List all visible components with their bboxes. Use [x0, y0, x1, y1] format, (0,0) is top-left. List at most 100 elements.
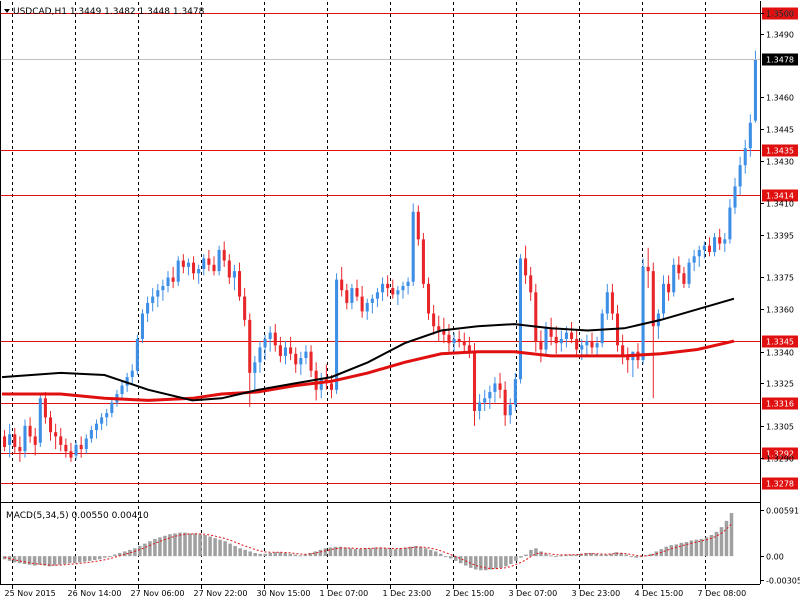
macd-bar	[383, 548, 388, 557]
candle-body	[294, 353, 298, 365]
candle-body	[554, 336, 558, 344]
triangle-down-icon[interactable]	[4, 9, 10, 13]
macd-bar	[263, 553, 267, 557]
level-label: 1.3345	[766, 338, 794, 347]
macd-bar	[494, 556, 498, 569]
macd-bar	[27, 556, 32, 565]
candle-body	[539, 341, 543, 350]
candle-body	[329, 383, 334, 390]
macd-bar	[22, 556, 27, 564]
macd-bar	[52, 556, 57, 566]
price-tick-label: 1.3305	[766, 423, 794, 432]
candle-body	[140, 313, 145, 339]
bid-label: 1.3478	[766, 56, 794, 65]
macd-bar	[313, 551, 318, 557]
macd-bar	[594, 553, 598, 557]
macd-bar	[62, 556, 67, 564]
level-label-bg	[762, 144, 798, 157]
candle-body	[38, 398, 42, 443]
macd-bar	[554, 556, 558, 558]
candle-body	[120, 385, 124, 395]
macd-bar	[373, 547, 378, 557]
macd-bar	[293, 554, 298, 557]
candle-body	[146, 302, 150, 314]
candle-body	[23, 425, 27, 452]
candle-body	[641, 266, 645, 361]
level-label-bg	[762, 189, 798, 202]
macd-bar	[609, 553, 613, 557]
macd-tick-label: 0.00591	[766, 507, 799, 516]
candle-body	[370, 298, 374, 303]
candle-body	[733, 186, 737, 208]
macd-bar	[539, 551, 543, 557]
macd-bar	[664, 546, 669, 557]
macd-bar	[423, 548, 428, 557]
candle-body	[28, 425, 32, 437]
candle-body	[707, 245, 712, 253]
ma-fast-line	[1, 297, 735, 402]
candle-body	[697, 249, 701, 257]
candle-body	[396, 290, 400, 295]
macd-bar	[17, 556, 22, 564]
candle-body	[54, 432, 58, 437]
macd-panel: 0.00591 0.00 -0.00305	[2, 507, 800, 586]
level-label-bg	[762, 335, 798, 348]
candle-body	[360, 296, 364, 312]
macd-bar	[168, 534, 172, 557]
candle-body	[544, 328, 548, 350]
macd-label: MACD(5,34,5) 0.00550 0.00410	[6, 511, 149, 521]
candle-body	[513, 379, 517, 405]
candle-body	[304, 351, 308, 359]
candle-body	[74, 444, 78, 456]
price-tick-label: 1.3290	[766, 455, 794, 464]
candle-body	[713, 237, 717, 253]
candle-body	[621, 345, 625, 356]
candle-body	[8, 434, 12, 445]
macd-bar	[42, 556, 47, 566]
level-label-bg	[762, 7, 798, 20]
time-label: 1 Dec 07:00	[320, 589, 369, 598]
macd-bar	[634, 556, 638, 558]
candle-body	[493, 383, 497, 392]
macd-bar	[273, 552, 278, 557]
macd-bar	[589, 553, 593, 557]
candle-body	[610, 292, 614, 314]
candle-body	[375, 292, 379, 299]
macd-bar	[283, 553, 288, 557]
macd-bar	[378, 547, 383, 557]
macd-bar	[584, 553, 588, 557]
candle-body	[646, 266, 650, 272]
candle-body	[432, 313, 436, 327]
candle-body	[452, 338, 456, 344]
candle-body	[84, 438, 88, 450]
macd-bar	[649, 553, 654, 557]
macd-bar	[719, 527, 724, 557]
candle-body	[161, 285, 165, 291]
candle-body	[345, 290, 349, 303]
candle-body	[488, 391, 492, 399]
price-tick-label: 1.3445	[766, 126, 794, 135]
macd-bar	[248, 551, 252, 557]
macd-bar	[193, 533, 197, 557]
macd-bar	[474, 556, 478, 570]
macd-bar	[443, 556, 448, 558]
candle-body	[478, 402, 482, 411]
macd-bar	[599, 554, 603, 557]
macd-bar	[303, 554, 308, 557]
candle-body	[110, 402, 114, 414]
macd-bar	[358, 549, 363, 557]
candle-body	[237, 271, 242, 297]
candle-body	[595, 343, 599, 348]
candle-body	[309, 351, 313, 371]
candle-body	[268, 332, 272, 339]
candle-body	[564, 332, 568, 339]
macd-bar	[77, 556, 82, 563]
macd-bar	[624, 554, 628, 557]
macd-bar	[614, 552, 618, 557]
candle-body	[677, 264, 681, 274]
macd-bar	[403, 547, 408, 557]
macd-bar	[178, 532, 182, 557]
macd-bar	[87, 556, 92, 561]
macd-bar	[98, 556, 102, 560]
